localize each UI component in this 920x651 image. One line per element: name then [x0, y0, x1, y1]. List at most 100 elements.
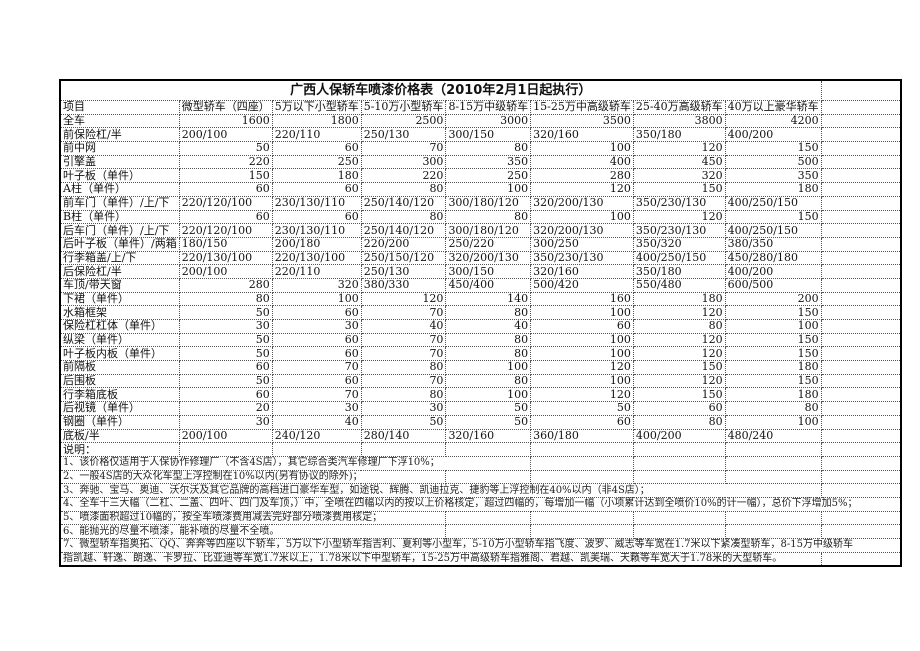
price-cell[interactable]: 400/200 — [632, 428, 726, 444]
price-cell[interactable]: 70 — [360, 332, 447, 348]
price-cell[interactable]: 450/280/180 — [724, 250, 822, 266]
price-cell[interactable]: 150 — [724, 346, 822, 362]
price-cell[interactable]: 250/140/120 — [360, 195, 447, 211]
item-name-cell[interactable]: 行李箱盖/上/下 — [59, 250, 180, 266]
price-cell[interactable]: 60 — [271, 209, 362, 225]
price-cell[interactable]: 320/200/130 — [530, 195, 634, 211]
note-text[interactable]: 4、全车十三大幅（二杠、二盖、四叶、四门及车顶，）中，全喷在四幅以内的按以上价格… — [59, 496, 902, 512]
price-cell[interactable]: 200/100 — [178, 127, 273, 143]
price-cell[interactable]: 80 — [445, 141, 532, 156]
price-cell[interactable]: 100 — [724, 319, 822, 334]
price-cell[interactable]: 50 — [530, 401, 634, 416]
note-text[interactable]: 6、能抛光的尽量不喷漆，能补喷的尽量不全喷。 — [59, 524, 447, 539]
price-cell[interactable]: 300 — [360, 154, 447, 170]
price-cell[interactable]: 60 — [271, 305, 362, 320]
price-cell[interactable]: 200/100 — [178, 428, 273, 444]
item-name-cell[interactable]: 前中网 — [59, 141, 180, 156]
empty-cell[interactable] — [820, 469, 902, 485]
note-text[interactable]: 指凯越、轩逸、朗逸、卡罗拉、比亚迪等车宽1.7米以上，1.78米以下中型轿车，1… — [59, 551, 822, 567]
price-cell[interactable]: 3500 — [530, 113, 634, 129]
price-cell[interactable]: 320/160 — [530, 264, 634, 279]
empty-cell[interactable] — [445, 442, 532, 457]
price-cell[interactable]: 400/200 — [724, 127, 822, 143]
price-cell[interactable]: 220/130/100 — [178, 250, 273, 266]
empty-cell[interactable] — [724, 524, 822, 539]
note-text[interactable]: 5、喷漆面积超过10幅的，按全车喷漆费用减去完好部分喷漆费用核定； — [59, 510, 447, 526]
price-cell[interactable]: 20 — [178, 401, 273, 416]
price-cell[interactable]: 100 — [530, 346, 634, 362]
price-cell[interactable]: 60 — [178, 182, 273, 197]
price-cell[interactable]: 180 — [724, 387, 822, 403]
empty-cell[interactable] — [820, 277, 902, 293]
item-name-cell[interactable]: 保险杠杠体（单件） — [59, 319, 180, 334]
sheet-title[interactable]: 广西人保轿车喷漆价格表（2010年2月1日起执行） — [59, 79, 822, 101]
price-cell[interactable]: 180/150 — [178, 236, 273, 252]
price-cell[interactable]: 50 — [178, 141, 273, 156]
empty-cell[interactable] — [820, 483, 902, 498]
note-text[interactable]: 2、一般4S店的大众化车型上浮控制在10%以内(另有协议的除外)； — [59, 469, 447, 485]
empty-cell[interactable] — [820, 319, 902, 334]
price-cell[interactable]: 300/150 — [445, 127, 532, 143]
column-header[interactable]: 25-40万高级轿车 — [632, 100, 726, 115]
price-cell[interactable]: 100 — [445, 182, 532, 197]
price-cell[interactable]: 60 — [632, 401, 726, 416]
empty-cell[interactable] — [724, 469, 822, 485]
empty-cell[interactable] — [632, 455, 726, 471]
empty-cell[interactable] — [820, 360, 902, 375]
price-cell[interactable]: 100 — [724, 414, 822, 430]
price-cell[interactable]: 80 — [632, 319, 726, 334]
price-cell[interactable]: 2500 — [360, 113, 447, 129]
item-name-cell[interactable]: 后视镜（单件） — [59, 401, 180, 416]
price-cell[interactable]: 480/240 — [724, 428, 822, 444]
price-cell[interactable]: 50 — [178, 373, 273, 389]
empty-cell[interactable] — [530, 455, 634, 471]
empty-cell[interactable] — [445, 524, 532, 539]
item-name-cell[interactable]: 引擎盖 — [59, 154, 180, 170]
price-cell[interactable]: 350/230/130 — [632, 223, 726, 238]
empty-cell[interactable] — [724, 455, 822, 471]
price-cell[interactable]: 380/350 — [724, 236, 822, 252]
price-cell[interactable]: 180 — [271, 168, 362, 184]
price-cell[interactable]: 220/130/100 — [271, 250, 362, 266]
price-cell[interactable]: 400 — [530, 154, 634, 170]
price-cell[interactable]: 250/150/120 — [360, 250, 447, 266]
note-text[interactable]: 3、奔驰、宝马、奥迪、沃尔沃及其它品牌的高档进口豪华车型，如途锐、辉腾、凯迪拉克… — [59, 483, 822, 498]
price-cell[interactable]: 250/140/120 — [360, 223, 447, 238]
price-cell[interactable]: 80 — [445, 373, 532, 389]
price-cell[interactable]: 120 — [632, 141, 726, 156]
item-name-cell[interactable]: 后车门（单件）/上/下 — [59, 223, 180, 238]
item-name-cell[interactable]: 车顶/带天窗 — [59, 277, 180, 293]
empty-cell[interactable] — [530, 524, 634, 539]
item-name-cell[interactable]: 叶子板内板（单件） — [59, 346, 180, 362]
empty-cell[interactable] — [820, 524, 902, 539]
price-cell[interactable]: 60 — [271, 332, 362, 348]
notes-label[interactable]: 说明： — [59, 442, 180, 457]
empty-cell[interactable] — [820, 236, 902, 252]
price-cell[interactable]: 70 — [360, 305, 447, 320]
price-cell[interactable]: 150 — [724, 332, 822, 348]
empty-cell[interactable] — [178, 442, 273, 457]
price-cell[interactable]: 360/180 — [530, 428, 634, 444]
price-cell[interactable]: 100 — [445, 360, 532, 375]
price-cell[interactable]: 1800 — [271, 113, 362, 129]
price-cell[interactable]: 50 — [178, 305, 273, 320]
price-cell[interactable]: 400/250/150 — [632, 250, 726, 266]
price-cell[interactable]: 300/250 — [530, 236, 634, 252]
price-cell[interactable]: 350/230/130 — [632, 195, 726, 211]
empty-cell[interactable] — [820, 209, 902, 225]
empty-cell[interactable] — [820, 250, 902, 266]
price-cell[interactable]: 70 — [271, 387, 362, 403]
price-cell[interactable]: 120 — [632, 305, 726, 320]
price-cell[interactable]: 80 — [445, 209, 532, 225]
price-cell[interactable]: 200/100 — [178, 264, 273, 279]
empty-cell[interactable] — [530, 469, 634, 485]
price-cell[interactable]: 3800 — [632, 113, 726, 129]
price-cell[interactable]: 120 — [360, 291, 447, 307]
price-cell[interactable]: 300/150 — [445, 264, 532, 279]
price-cell[interactable]: 120 — [632, 373, 726, 389]
price-cell[interactable]: 320/200/130 — [530, 223, 634, 238]
price-cell[interactable]: 250 — [271, 154, 362, 170]
price-cell[interactable]: 120 — [632, 346, 726, 362]
price-cell[interactable]: 60 — [530, 414, 634, 430]
item-name-cell[interactable]: 后叶子板（单件）/两箱 — [59, 236, 180, 252]
